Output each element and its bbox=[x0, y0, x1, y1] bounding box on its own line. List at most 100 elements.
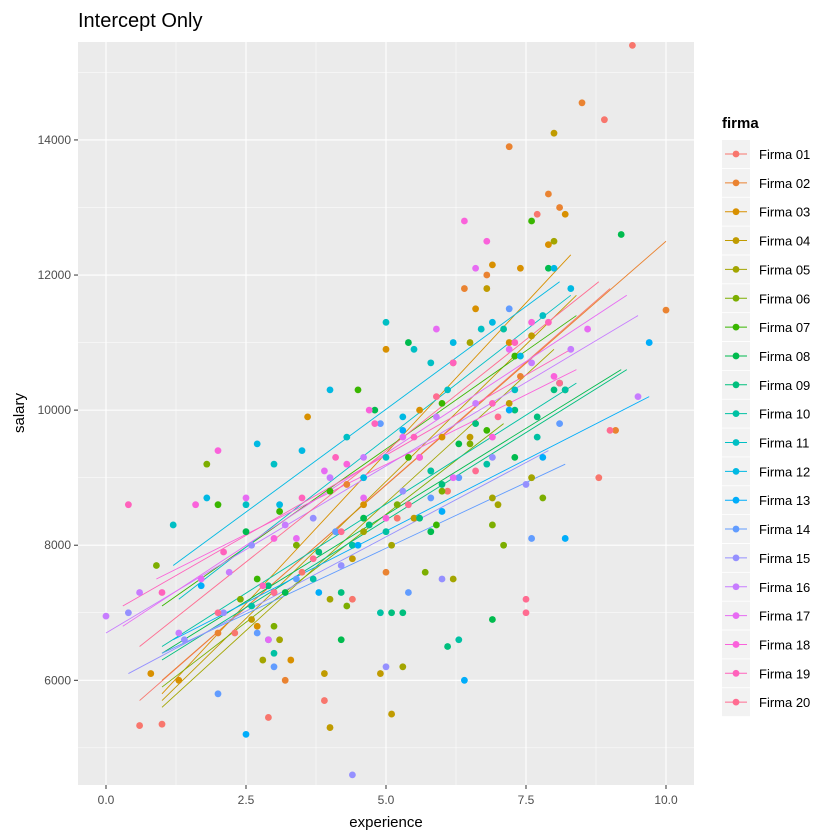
x-tick-label: 7.5 bbox=[518, 793, 535, 807]
data-point bbox=[489, 521, 496, 529]
data-point bbox=[181, 636, 188, 644]
data-point bbox=[377, 420, 384, 428]
data-point bbox=[309, 575, 317, 583]
data-point bbox=[433, 413, 440, 421]
data-point bbox=[253, 622, 261, 630]
chart-title: Intercept Only bbox=[78, 10, 203, 32]
data-point bbox=[629, 41, 636, 49]
data-point bbox=[461, 676, 468, 684]
data-point bbox=[158, 589, 166, 596]
data-point bbox=[517, 264, 524, 272]
data-point bbox=[477, 325, 485, 333]
data-point bbox=[281, 589, 289, 596]
data-point bbox=[360, 501, 367, 509]
data-point bbox=[517, 352, 524, 360]
data-point bbox=[337, 589, 345, 596]
data-point bbox=[136, 589, 144, 596]
data-point bbox=[354, 541, 362, 549]
data-point bbox=[511, 454, 519, 461]
data-point bbox=[472, 467, 479, 475]
data-point bbox=[349, 555, 356, 563]
legend-label: Firma 13 bbox=[759, 493, 810, 508]
data-point bbox=[382, 663, 390, 671]
fit-line bbox=[122, 294, 628, 627]
y-tick-label: 6000 bbox=[44, 673, 71, 687]
data-point bbox=[438, 481, 446, 488]
data-point bbox=[281, 521, 289, 529]
y-tick-label: 14000 bbox=[38, 133, 72, 147]
data-point bbox=[332, 528, 339, 536]
data-point bbox=[399, 609, 407, 617]
data-point bbox=[214, 690, 222, 698]
data-point bbox=[410, 345, 418, 353]
data-point bbox=[438, 575, 446, 583]
data-point bbox=[489, 399, 496, 407]
legend-label: Firma 12 bbox=[759, 464, 810, 479]
data-point bbox=[539, 494, 547, 502]
data-point bbox=[511, 406, 519, 414]
data-point bbox=[293, 575, 300, 583]
x-axis: 0.0 2.5 5.0 7.5 10.0 bbox=[98, 785, 678, 807]
data-point bbox=[270, 460, 278, 468]
data-point bbox=[612, 426, 619, 434]
legend-label: Firma 01 bbox=[759, 147, 810, 162]
legend-key-point bbox=[732, 698, 740, 706]
data-point bbox=[449, 575, 457, 583]
fit-line bbox=[178, 294, 572, 600]
legend-key-point bbox=[732, 669, 740, 677]
data-point bbox=[444, 386, 451, 394]
data-point bbox=[388, 609, 395, 617]
data-point bbox=[214, 629, 222, 637]
data-point bbox=[416, 406, 423, 414]
data-point bbox=[197, 575, 205, 583]
data-point bbox=[500, 541, 507, 549]
data-point bbox=[466, 433, 474, 441]
data-point bbox=[505, 345, 513, 353]
data-point bbox=[567, 345, 575, 353]
data-point bbox=[270, 589, 278, 596]
data-point bbox=[349, 595, 356, 603]
data-point bbox=[304, 413, 311, 421]
data-point bbox=[270, 663, 278, 671]
data-point bbox=[528, 332, 535, 340]
data-point bbox=[438, 433, 446, 441]
fit-line bbox=[105, 315, 639, 634]
data-point bbox=[528, 474, 535, 482]
data-point bbox=[231, 629, 239, 637]
data-point bbox=[472, 420, 479, 428]
data-point bbox=[354, 386, 362, 394]
legend-key-point bbox=[732, 150, 740, 158]
legend-label: Firma 15 bbox=[759, 551, 810, 566]
data-point bbox=[483, 285, 491, 292]
data-point bbox=[505, 305, 513, 313]
data-point bbox=[309, 555, 317, 563]
fit-line bbox=[161, 294, 577, 701]
data-point bbox=[147, 670, 155, 677]
data-point bbox=[438, 399, 446, 407]
data-point bbox=[360, 474, 367, 482]
data-point bbox=[343, 460, 351, 468]
data-point bbox=[293, 535, 300, 542]
data-point bbox=[550, 129, 558, 137]
y-tick-label: 12000 bbox=[38, 268, 72, 282]
data-point bbox=[321, 467, 328, 475]
data-point bbox=[556, 204, 563, 211]
data-point bbox=[410, 433, 418, 441]
data-point bbox=[332, 454, 339, 461]
data-point bbox=[511, 352, 519, 360]
data-point bbox=[276, 508, 283, 515]
data-point bbox=[326, 386, 334, 394]
data-point bbox=[281, 676, 289, 684]
data-point bbox=[606, 426, 614, 434]
data-point bbox=[405, 454, 412, 461]
data-point bbox=[315, 548, 323, 556]
data-point bbox=[455, 474, 463, 482]
data-point bbox=[601, 116, 608, 124]
data-point bbox=[545, 241, 552, 249]
data-point bbox=[321, 697, 328, 704]
data-point bbox=[399, 663, 407, 671]
legend-key-point bbox=[732, 554, 740, 562]
data-point bbox=[399, 487, 407, 495]
fit-line bbox=[161, 423, 504, 688]
